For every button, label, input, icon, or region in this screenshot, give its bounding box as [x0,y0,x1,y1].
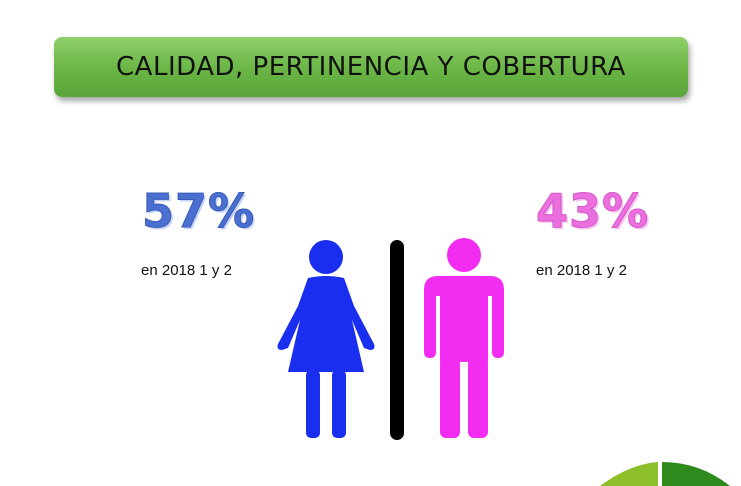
women-percentage: 57% [141,184,256,239]
man-icon [424,238,504,438]
gender-figures [277,238,504,440]
corner-logo-fragment [600,462,730,486]
title-banner: CALIDAD, PERTINENCIA Y COBERTURA [54,37,688,97]
men-caption: en 2018 1 y 2 [536,262,627,279]
women-caption: en 2018 1 y 2 [141,262,232,279]
divider-bar [390,240,404,440]
men-percentage: 43% [535,184,650,239]
woman-icon [277,240,375,438]
page-title: CALIDAD, PERTINENCIA Y COBERTURA [116,52,626,82]
